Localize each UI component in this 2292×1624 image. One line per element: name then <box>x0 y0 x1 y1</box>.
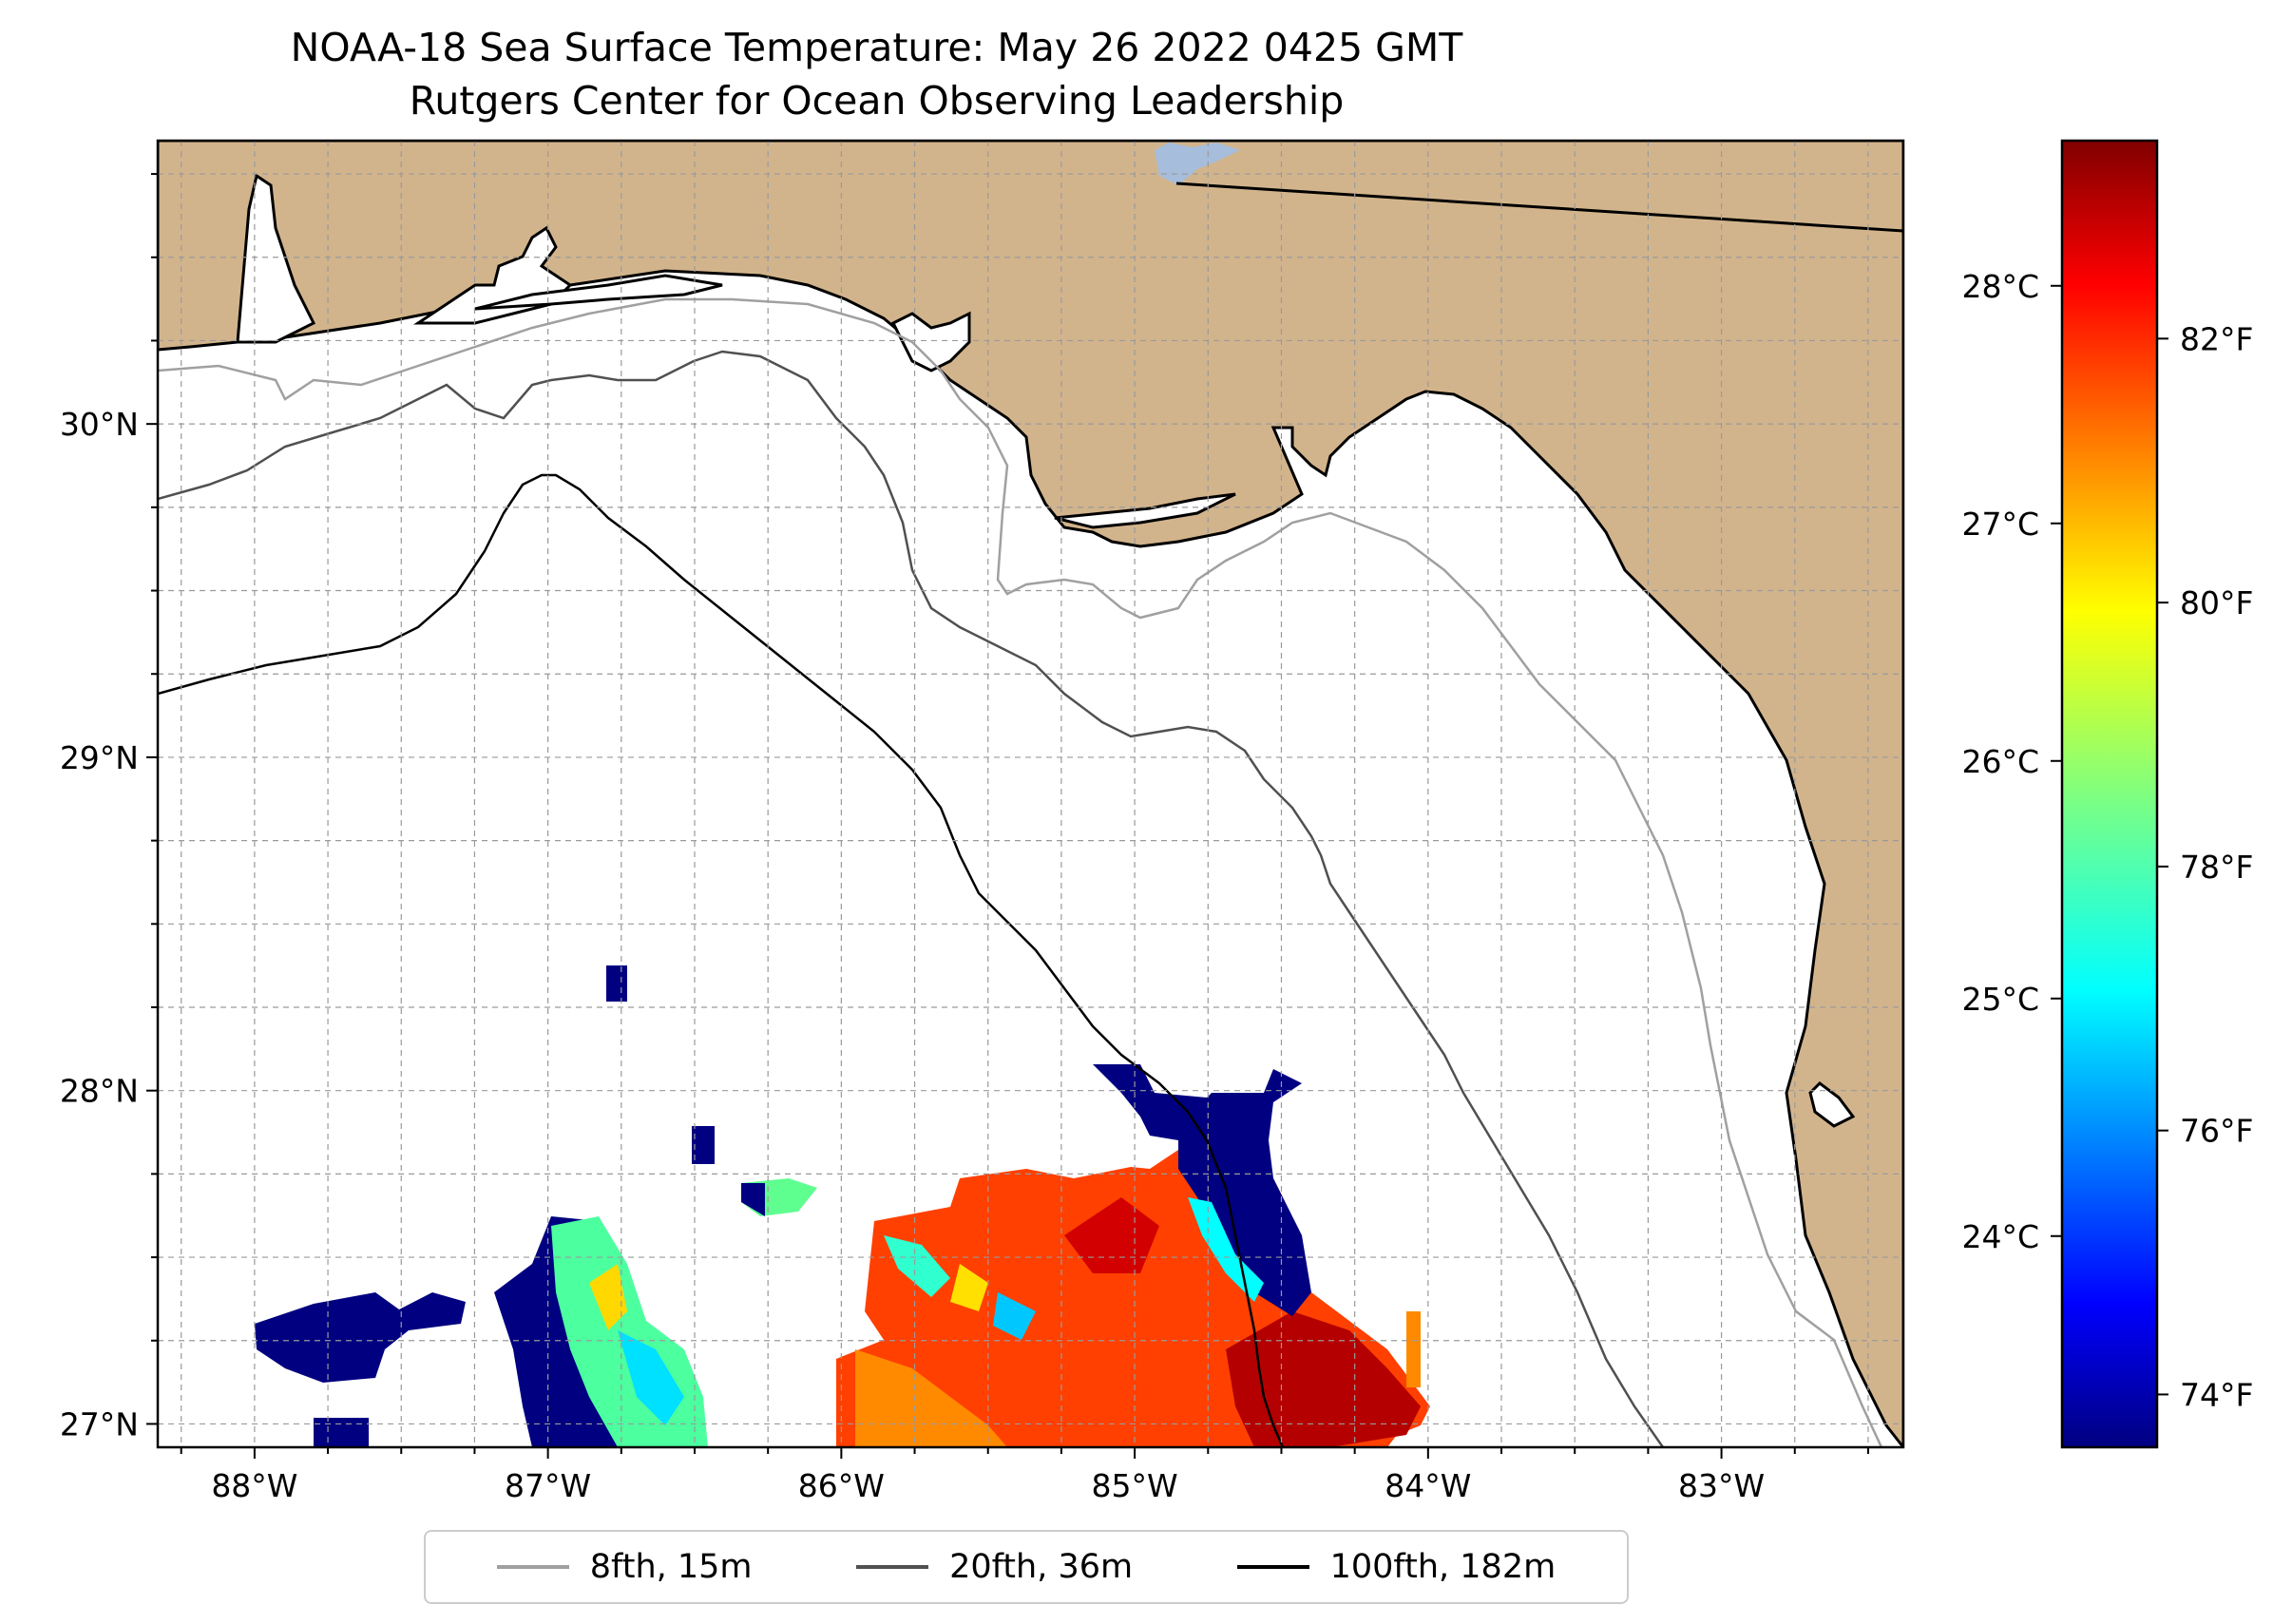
legend-item-8fth: 8fth, 15m <box>496 1548 753 1586</box>
celsius-tick-label: 28°C <box>1961 268 2039 305</box>
map-subtitle: Rutgers Center for Ocean Observing Leade… <box>409 78 1345 124</box>
sst-patch-cold-island <box>606 965 627 1002</box>
fahrenheit-tick-label: 80°F <box>2180 584 2253 621</box>
lake <box>1155 143 1240 185</box>
fahrenheit-tick-label: 82°F <box>2180 320 2253 357</box>
sst-patch-central-yellow <box>589 1264 627 1330</box>
legend-item-20fth: 20fth, 36m <box>856 1548 1133 1586</box>
isobath-8fth <box>158 297 1883 1447</box>
map-frame <box>156 139 1905 1449</box>
celsius-tick-label: 27°C <box>1961 506 2039 543</box>
sst-patch-east-cyan1 <box>884 1235 950 1297</box>
lat-tick-label: 30°N <box>60 406 139 443</box>
lon-tick-label: 86°W <box>798 1467 885 1504</box>
legend-line-100fth <box>1236 1565 1309 1569</box>
sst-patch-cold-dot <box>692 1126 715 1164</box>
fahrenheit-tick-label: 76°F <box>2180 1113 2253 1150</box>
colorbar <box>2060 139 2159 1449</box>
sst-data-layer <box>255 965 1430 1447</box>
state-border <box>1175 182 1903 233</box>
sst-patch-mid-blob-cold <box>741 1183 765 1216</box>
sst-patch-cold-small <box>314 1418 369 1447</box>
celsius-tick-label: 25°C <box>1961 981 2039 1018</box>
apalachicola-bay <box>1054 492 1236 529</box>
lon-tick-label: 88°W <box>211 1467 297 1504</box>
map-axis-ticks: 88°W 87°W 86°W 85°W 84°W 83°W 27°N 28°N 29°N 30°N <box>60 173 1869 1504</box>
sst-patch-east-cyan2 <box>993 1292 1036 1340</box>
lat-tick-label: 28°N <box>60 1073 139 1110</box>
tampa-bay <box>1808 1081 1856 1128</box>
sst-patch-west-cold <box>255 1292 466 1383</box>
st-andrews-bay <box>890 311 971 373</box>
legend-line-20fth <box>856 1565 929 1569</box>
land-mass <box>158 141 1903 1447</box>
fahrenheit-tick-label: 74°F <box>2180 1376 2253 1413</box>
lat-tick-label: 29°N <box>60 739 139 776</box>
sst-patch-east-cold-filament <box>1093 1064 1311 1316</box>
colorbar-ticks: 24°C 25°C 26°C 27°C 28°C 74°F 76°F 78°F 80°F 82°F <box>1961 268 2253 1414</box>
sst-patch-east-hot <box>1226 1311 1421 1447</box>
celsius-tick-label: 24°C <box>1961 1218 2039 1255</box>
fahrenheit-tick-label: 78°F <box>2180 849 2253 886</box>
legend-line-8fth <box>496 1565 569 1569</box>
sst-patch-east-edge <box>1406 1311 1421 1387</box>
legend-label-20fth: 20fth, 36m <box>949 1548 1134 1586</box>
sst-patch-central-cyan <box>618 1330 684 1425</box>
sst-patch-east-hot2 <box>1064 1197 1159 1273</box>
choctawhatchee-bay <box>474 274 723 311</box>
lon-tick-label: 85°W <box>1092 1467 1178 1504</box>
lon-tick-label: 87°W <box>505 1467 591 1504</box>
mobile-bay <box>236 173 316 344</box>
lon-tick-label: 84°W <box>1385 1467 1471 1504</box>
sst-patch-east-yellow <box>950 1264 988 1311</box>
isobath-legend: 8fth, 15m 20fth, 36m 100fth, 182m <box>424 1530 1629 1604</box>
celsius-tick-label: 26°C <box>1961 743 2039 780</box>
sst-patch-cold-filament-inner <box>1188 1197 1264 1302</box>
isobath-100fth <box>158 473 1285 1447</box>
sst-patch-east-orange <box>855 1349 1007 1447</box>
lon-tick-label: 83°W <box>1678 1467 1765 1504</box>
map-gridlines <box>158 141 1903 1447</box>
legend-label-100fth: 100fth, 182m <box>1329 1548 1557 1586</box>
legend-label-8fth: 8fth, 15m <box>589 1548 753 1586</box>
lat-tick-label: 27°N <box>60 1405 139 1442</box>
legend-item-100fth: 100fth, 182m <box>1236 1548 1557 1586</box>
map-title: NOAA-18 Sea Surface Temperature: May 26 … <box>290 25 1463 70</box>
